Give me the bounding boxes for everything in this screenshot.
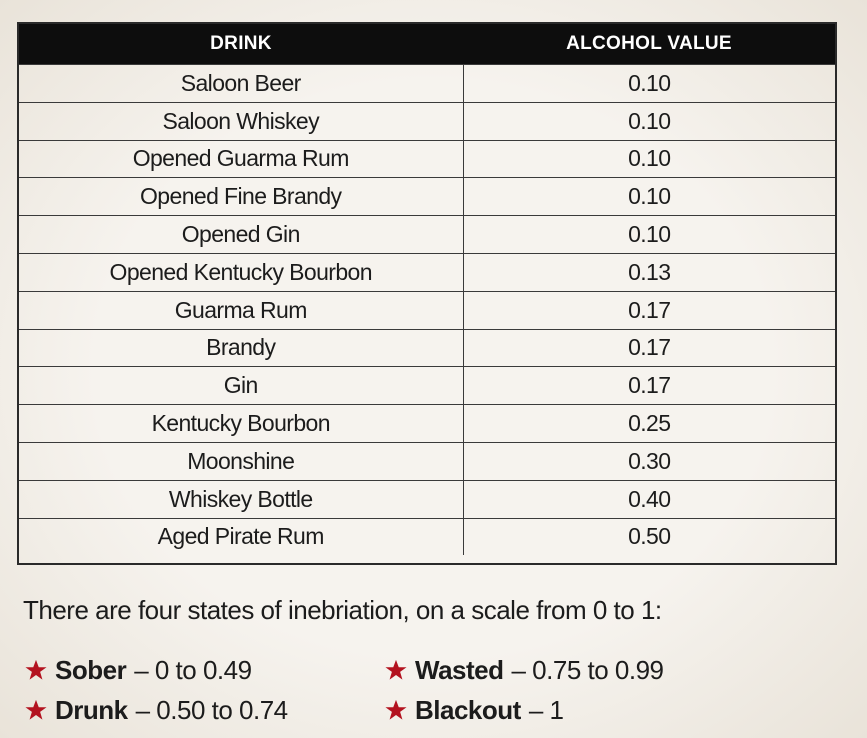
- state-list: Sober – 0 to 0.49 Drunk – 0.50 to 0.74 Waste…: [25, 650, 745, 730]
- star: [25, 699, 47, 720]
- state-range: – 1: [528, 694, 564, 725]
- table-row: Aged Pirate Rum 0.50: [19, 517, 835, 556]
- table-row: Guarma Rum 0.17: [19, 290, 835, 330]
- table-row: Gin 0.17: [19, 366, 835, 406]
- drink-table: DRINK ALCOHOL VALUE Saloon Beer 0.10 Saloo…: [19, 24, 835, 556]
- alcohol-value-cell: 0.50: [462, 517, 835, 556]
- alcohol-value-cell: 0.17: [462, 328, 835, 368]
- drink-cell: Saloon Whiskey: [19, 101, 464, 141]
- table-row: Opened Guarma Rum 0.10: [19, 139, 835, 179]
- state-name: Sober: [55, 654, 127, 685]
- drink-cell: Whiskey Bottle: [19, 479, 464, 519]
- state-range: – 0.75 to 0.99: [511, 654, 665, 685]
- alcohol-value-cell: 0.10: [462, 177, 835, 217]
- alcohol-value-cell: 0.10: [462, 101, 835, 141]
- table-row: Opened Fine Brandy 0.10: [19, 177, 835, 217]
- table-row: Moonshine 0.30: [19, 441, 835, 481]
- table-row: Brandy 0.17: [19, 328, 835, 368]
- table-row: Kentucky Bourbon 0.25: [19, 404, 835, 443]
- state-range: – 0 to 0.49: [134, 654, 252, 685]
- alcohol-value-cell: 0.10: [462, 139, 835, 179]
- drink-cell: Saloon Beer: [19, 64, 464, 103]
- alcohol-value-cell: 0.30: [462, 441, 835, 481]
- drink-cell: Brandy: [19, 328, 464, 368]
- alcohol-value-cell: 0.17: [462, 366, 835, 406]
- alcohol-value-cell: 0.10: [462, 64, 835, 103]
- drink-cell: Moonshine: [19, 441, 464, 481]
- alcohol-value-cell: 0.10: [462, 215, 835, 254]
- drink-cell: Opened Gin: [19, 215, 464, 254]
- star: [385, 699, 407, 720]
- drink-cell: Gin: [19, 366, 464, 406]
- table-row: Opened Kentucky Bourbon 0.13: [19, 252, 835, 292]
- header-cell: ALCOHOL VALUE: [463, 24, 835, 65]
- star-icon: [25, 659, 47, 680]
- table-body: Saloon Beer 0.10 Saloon Whiskey 0.10 Opened …: [19, 64, 835, 556]
- star-icon: [25, 699, 47, 720]
- state-item: Blackout – 1: [385, 690, 745, 730]
- alcohol-value-cell: 0.40: [462, 479, 835, 519]
- table-row: Whiskey Bottle 0.40: [19, 479, 835, 519]
- intro-text: There are four states of inebriation, on…: [23, 595, 662, 625]
- state-item: Wasted – 0.75 to 0.99: [385, 650, 745, 690]
- drink-cell: Opened Kentucky Bourbon: [19, 252, 464, 292]
- drink-cell: Kentucky Bourbon: [19, 404, 464, 443]
- star-icon: [385, 659, 407, 680]
- table-row: Saloon Whiskey 0.10: [19, 101, 835, 141]
- state-item: Sober – 0 to 0.49: [25, 650, 385, 690]
- drink-cell: Opened Guarma Rum: [19, 139, 464, 179]
- state-range: – 0.50 to 0.74: [135, 694, 289, 725]
- drink-table-frame: DRINK ALCOHOL VALUE Saloon Beer 0.10 Saloo…: [17, 22, 837, 565]
- alcohol-value-cell: 0.13: [462, 252, 835, 292]
- drink-cell: Opened Fine Brandy: [19, 177, 464, 217]
- header-row: DRINK ALCOHOL VALUE: [19, 24, 835, 65]
- star: [25, 659, 47, 680]
- star: [385, 659, 407, 680]
- state-item: Drunk – 0.50 to 0.74: [25, 690, 385, 730]
- header-cell: DRINK: [19, 24, 463, 65]
- drink-cell: Guarma Rum: [19, 290, 464, 330]
- state-name: Blackout: [415, 694, 521, 725]
- table-row: Saloon Beer 0.10: [19, 64, 835, 103]
- table-row: Opened Gin 0.10: [19, 215, 835, 254]
- alcohol-value-cell: 0.25: [462, 404, 835, 443]
- state-name: Wasted: [415, 654, 504, 685]
- star-icon: [385, 699, 407, 720]
- state-name: Drunk: [55, 694, 128, 725]
- alcohol-value-cell: 0.17: [462, 290, 835, 330]
- drink-cell: Aged Pirate Rum: [19, 517, 464, 556]
